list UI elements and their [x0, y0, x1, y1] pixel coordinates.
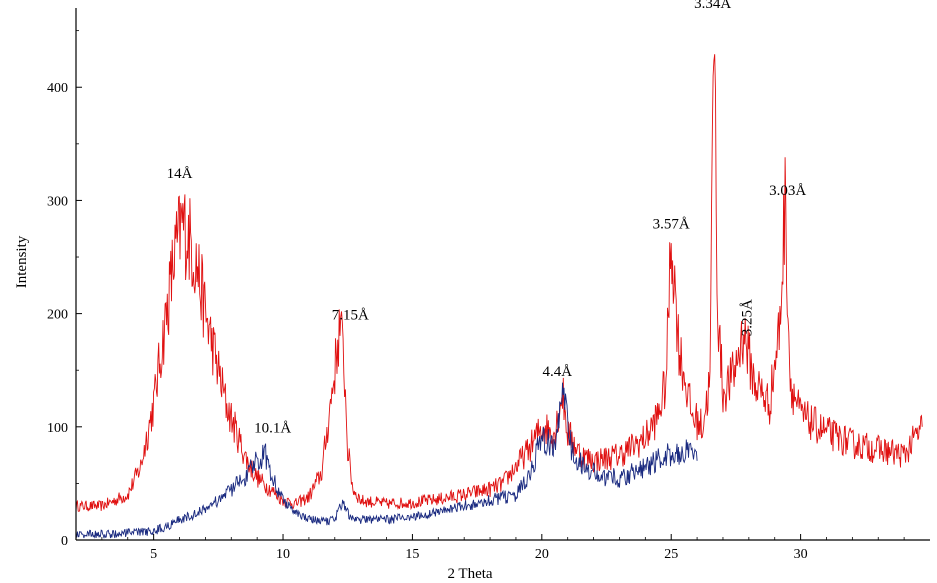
peak-label-6: 3.34Å — [694, 0, 731, 12]
x-tick-label-30: 30 — [794, 547, 808, 562]
y-tick-label-200: 200 — [47, 308, 68, 323]
x-tick-label-15: 15 — [405, 547, 419, 562]
peak-label-1: 14Å — [167, 166, 193, 182]
series-line-2 — [75, 382, 698, 539]
x-tick-label-10: 10 — [276, 547, 290, 562]
peak-label-3: 7.15Å — [332, 307, 369, 323]
x-tick-label-20: 20 — [535, 547, 549, 562]
y-axis-title: Intensity — [14, 235, 30, 288]
peak-annotations: 14Å 10.1Å 7.15Å 4.4Å 3.57Å 3.34Å 3.25Å 3.03Å — [167, 0, 807, 436]
y-tick-label-0: 0 — [61, 534, 68, 549]
plot-lines — [75, 54, 923, 539]
series-line-1 — [75, 54, 923, 512]
y-tick-label-100: 100 — [47, 421, 68, 436]
y-tick-label-400: 400 — [47, 81, 68, 96]
x-axis-title: 2 Theta — [447, 566, 492, 582]
y-tick-label-300: 300 — [47, 194, 68, 209]
peak-label-8: 3.03Å — [769, 183, 806, 199]
axes-frame — [75, 8, 930, 541]
x-tick-label-25: 25 — [664, 547, 678, 562]
x-tick-label-5: 5 — [150, 547, 157, 562]
peak-label-7: 3.25Å — [739, 299, 755, 336]
peak-label-2: 10.1Å — [254, 420, 291, 436]
peak-label-4: 4.4Å — [543, 364, 573, 380]
peak-label-5: 3.57Å — [653, 217, 690, 233]
